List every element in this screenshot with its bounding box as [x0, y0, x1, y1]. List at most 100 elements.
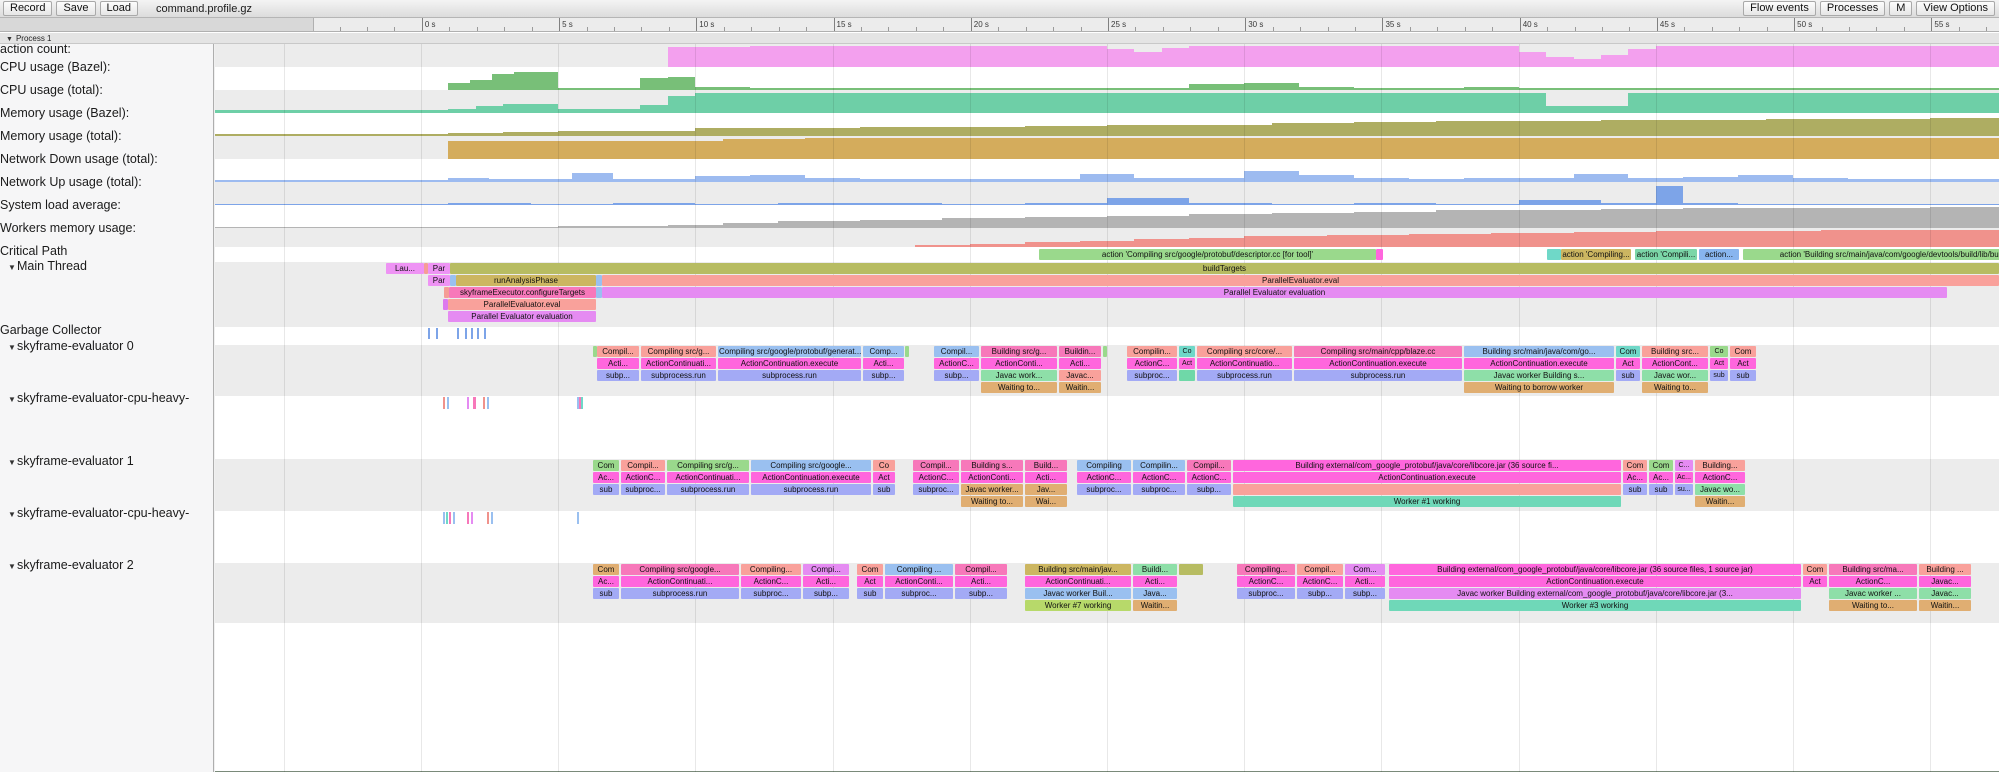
trace-slice[interactable]: Acti... [1059, 358, 1101, 369]
trace-slice[interactable]: subproc... [885, 588, 953, 599]
trace-slice[interactable] [1103, 346, 1107, 357]
trace-slice[interactable]: Com [593, 460, 619, 471]
trace-slice[interactable]: Com [1803, 564, 1827, 575]
trace-slice[interactable]: sub [857, 588, 883, 599]
trace-slice[interactable]: Building src/main/jav... [1025, 564, 1131, 575]
trace-slice[interactable]: Ac... [1675, 472, 1693, 483]
trace-slice[interactable]: Act [1179, 358, 1195, 369]
trace-slice[interactable]: Ac... [1623, 472, 1647, 483]
trace-slice[interactable]: subprocess.run [641, 370, 716, 381]
trace-slice[interactable]: sub [593, 588, 619, 599]
trace-slice[interactable]: subproc... [913, 484, 959, 495]
trace-slice[interactable] [1233, 484, 1621, 495]
thread-event-marker[interactable] [577, 397, 579, 409]
trace-slice[interactable]: Javac worker Building external/com_googl… [1389, 588, 1801, 599]
trace-slice[interactable]: subprocess.run [751, 484, 871, 495]
metrics-button[interactable]: M [1889, 1, 1913, 16]
trace-slice[interactable]: Com [1649, 460, 1673, 471]
chevron-down-icon[interactable]: ▼ [8, 510, 16, 519]
gc-event-marker[interactable] [457, 328, 459, 339]
trace-slice[interactable]: buildTargets [450, 263, 1999, 274]
trace-slice[interactable]: Par [428, 263, 450, 274]
thread-event-marker[interactable] [487, 397, 489, 409]
thread-event-marker[interactable] [467, 512, 469, 524]
track-row-cpu-usage-total[interactable] [215, 90, 1999, 113]
trace-slice[interactable]: Compiling [1077, 460, 1131, 471]
trace-slice[interactable]: Acti... [1133, 576, 1177, 587]
chevron-down-icon[interactable]: ▼ [8, 395, 16, 404]
trace-slice[interactable]: sub [1730, 370, 1756, 381]
trace-slice[interactable]: Waitin... [1059, 382, 1101, 393]
trace-slice[interactable]: subproc... [1127, 370, 1177, 381]
trace-slice[interactable]: sub [873, 484, 895, 495]
trace-slice[interactable]: ActionC... [1237, 576, 1295, 587]
trace-slice[interactable]: Javac worker Buil... [1025, 588, 1131, 599]
trace-slice[interactable]: Jav... [1025, 484, 1067, 495]
trace-slice[interactable]: subprocess.run [1197, 370, 1292, 381]
trace-slice[interactable]: Javac worker... [961, 484, 1023, 495]
trace-slice[interactable]: Compiling src/g... [667, 460, 749, 471]
trace-slice[interactable]: Co [873, 460, 895, 471]
processes-button[interactable]: Processes [1819, 1, 1886, 16]
trace-slice[interactable]: subproc... [621, 484, 665, 495]
track-row-workers-memory-usage[interactable] [215, 228, 1999, 247]
trace-slice[interactable]: Compilin... [1133, 460, 1185, 471]
trace-slice[interactable]: ActionContinuation.execute [1294, 358, 1462, 369]
trace-slice[interactable] [444, 287, 449, 298]
track-row-network-down-total[interactable] [215, 159, 1999, 182]
trace-slice[interactable]: Building s... [961, 460, 1023, 471]
trace-slice[interactable]: Compiling src/google/protobuf/generat... [718, 346, 861, 357]
trace-slice[interactable]: Compiling... [741, 564, 801, 575]
trace-slice[interactable]: Buildin... [1059, 346, 1101, 357]
thread-event-marker[interactable] [491, 512, 493, 524]
trace-slice[interactable]: Waiting to borrow worker [1464, 382, 1614, 393]
thread-event-marker[interactable] [467, 397, 469, 409]
track-label-skyframe-evaluator-2[interactable]: ▼skyframe-evaluator 2 [0, 559, 213, 573]
trace-slice[interactable]: Java... [1133, 588, 1177, 599]
trace-slice[interactable]: Building src/g... [981, 346, 1057, 357]
trace-slice[interactable]: Acti... [803, 576, 849, 587]
gc-event-marker[interactable] [471, 328, 473, 339]
trace-slice[interactable] [596, 287, 602, 298]
trace-slice[interactable]: subp... [955, 588, 1007, 599]
trace-slice[interactable]: ActionConti... [961, 472, 1023, 483]
track-label-skyframe-evaluator-1[interactable]: ▼skyframe-evaluator 1 [0, 455, 213, 469]
track-label-memory-usage-bazel[interactable]: Memory usage (Bazel): [0, 107, 213, 120]
track-row-memory-usage-bazel[interactable] [215, 113, 1999, 136]
trace-slice[interactable]: action 'Building src/main/java/com/googl… [1743, 249, 1999, 260]
trace-slice[interactable]: ActionC... [1077, 472, 1131, 483]
time-ruler[interactable]: 0 s 5 s 10 s 15 s 20 s 25 s 30 s 35 s 40 s 45 s 50… [0, 18, 1999, 32]
thread-event-marker[interactable] [443, 397, 445, 409]
trace-slice[interactable]: Worker #7 working [1025, 600, 1131, 611]
track-label-skyframe-evaluator-cpu-heavy-a[interactable]: ▼skyframe-evaluator-cpu-heavy- [0, 392, 213, 406]
gc-event-marker[interactable] [436, 328, 438, 339]
flow-events-button[interactable]: Flow events [1743, 1, 1816, 16]
trace-slice[interactable]: ActionC... [1133, 472, 1185, 483]
trace-slice[interactable]: Compiling src/g... [641, 346, 716, 357]
trace-slice[interactable]: Co [1179, 346, 1195, 357]
trace-slice[interactable]: Compiling src/google... [751, 460, 871, 471]
trace-slice[interactable]: Par [428, 275, 450, 286]
trace-slice[interactable]: ActionContinuati... [621, 576, 739, 587]
chevron-down-icon[interactable]: ▼ [8, 562, 16, 571]
trace-slice[interactable]: Build... [1025, 460, 1067, 471]
trace-slice[interactable] [1179, 370, 1195, 381]
track-row-skyframe-evaluator-cpu-heavy-a[interactable] [215, 396, 1999, 459]
trace-slice[interactable]: ActionC... [1695, 472, 1745, 483]
trace-slice[interactable]: sub [1649, 484, 1673, 495]
track-area[interactable]: action 'Compiling src/google/protobuf/de… [215, 44, 1999, 772]
trace-slice[interactable]: Com [1616, 346, 1640, 357]
trace-slice[interactable]: Acti... [863, 358, 904, 369]
trace-slice[interactable]: ActionContinuation.execute [718, 358, 861, 369]
trace-slice[interactable]: subprocess.run [667, 484, 749, 495]
trace-slice[interactable]: ActionContinuation.execute [1233, 472, 1621, 483]
trace-slice[interactable]: ActionC... [1829, 576, 1917, 587]
trace-slice[interactable]: Building src/main/java/com/go... [1464, 346, 1614, 357]
record-button[interactable]: Record [3, 1, 53, 16]
trace-slice[interactable]: Compil... [913, 460, 959, 471]
trace-slice[interactable]: Compiling src/core/... [1197, 346, 1292, 357]
thread-event-marker[interactable] [473, 397, 476, 409]
track-label-garbage-collector[interactable]: Garbage Collector [0, 324, 213, 337]
thread-event-marker[interactable] [449, 512, 451, 524]
trace-slice[interactable]: subproc... [1077, 484, 1131, 495]
